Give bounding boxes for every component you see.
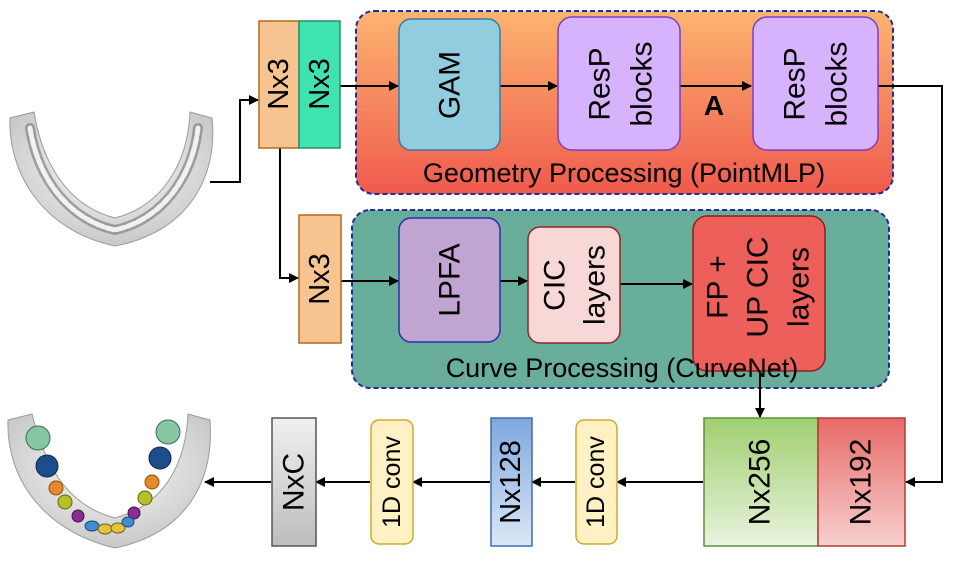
tooth-canine-right (144, 474, 160, 490)
resp-blocks-1 (557, 16, 681, 151)
tooth-molar-left (25, 425, 51, 451)
lpfa-block (398, 217, 501, 343)
nx192-label: Nx192 (845, 439, 878, 526)
input-nx3-teal (298, 20, 341, 149)
cic-label-line1: CIC (539, 259, 572, 311)
nx128-block (490, 417, 533, 547)
curve-input-nx3-label: Nx3 (304, 253, 336, 305)
nx256-label: Nx256 (744, 439, 777, 526)
resp-blocks-2-line1: ResP (779, 47, 812, 120)
nx192-block (817, 417, 906, 547)
tooth-lateral-right (137, 490, 153, 506)
input-jaw-image (9, 111, 214, 247)
tooth-central-1 (84, 520, 100, 532)
fp-label-line1: FP + (702, 255, 735, 319)
gam-block (398, 18, 501, 151)
link-label-a: A (704, 90, 724, 121)
tooth-premolar-right (148, 446, 172, 470)
curve-title: Curve Processing (CurveNet) (446, 353, 799, 383)
fp-label-line3: layers (783, 247, 816, 327)
nx256-block (703, 417, 819, 547)
output-nxc-label: NxC (278, 453, 311, 511)
tooth-canine-left (48, 480, 64, 496)
nx128-label: Nx128 (495, 440, 527, 524)
geometry-title: Geometry Processing (PointMLP) (423, 158, 825, 188)
conv1-block (370, 419, 414, 545)
input-nx3-orange-label: Nx3 (263, 58, 295, 110)
resp-blocks-1-line2: blocks (626, 41, 659, 126)
tooth-lateral-left (57, 494, 73, 510)
conv2-block (575, 419, 618, 545)
tooth-inc-left (71, 509, 85, 523)
tooth-premolar-left (35, 454, 59, 478)
cic-layers-block (527, 226, 621, 344)
curve-input-nx3 (298, 214, 342, 344)
connectors (204, 81, 943, 487)
output-nxc-block (271, 417, 317, 547)
output-jaw-image (7, 413, 211, 549)
tooth-central-4 (121, 516, 135, 528)
fp-up-cic-block (692, 215, 826, 372)
tooth-central-2 (97, 523, 113, 535)
conv2-label: 1D conv (582, 436, 610, 528)
tooth-inc-right (127, 506, 141, 520)
resp2-to-nx192-arrow (878, 85, 943, 487)
conv1-label: 1D conv (378, 436, 406, 528)
input-nx3-teal-label: Nx3 (304, 58, 336, 110)
fp-label-line2: UP CIC (742, 236, 775, 337)
cic-label-line2: layers (579, 245, 612, 325)
resp-blocks-2-line2: blocks (821, 41, 854, 126)
jaw-to-input-arrow (210, 95, 259, 183)
gam-label: GAM (434, 51, 467, 119)
input-to-curve-arrow (279, 148, 299, 283)
resp-blocks-1-line1: ResP (584, 47, 617, 120)
lpfa-label: LPFA (434, 243, 467, 316)
resp-blocks-2 (752, 16, 879, 151)
tooth-molar-right (155, 419, 181, 445)
tooth-central-3 (110, 522, 126, 534)
